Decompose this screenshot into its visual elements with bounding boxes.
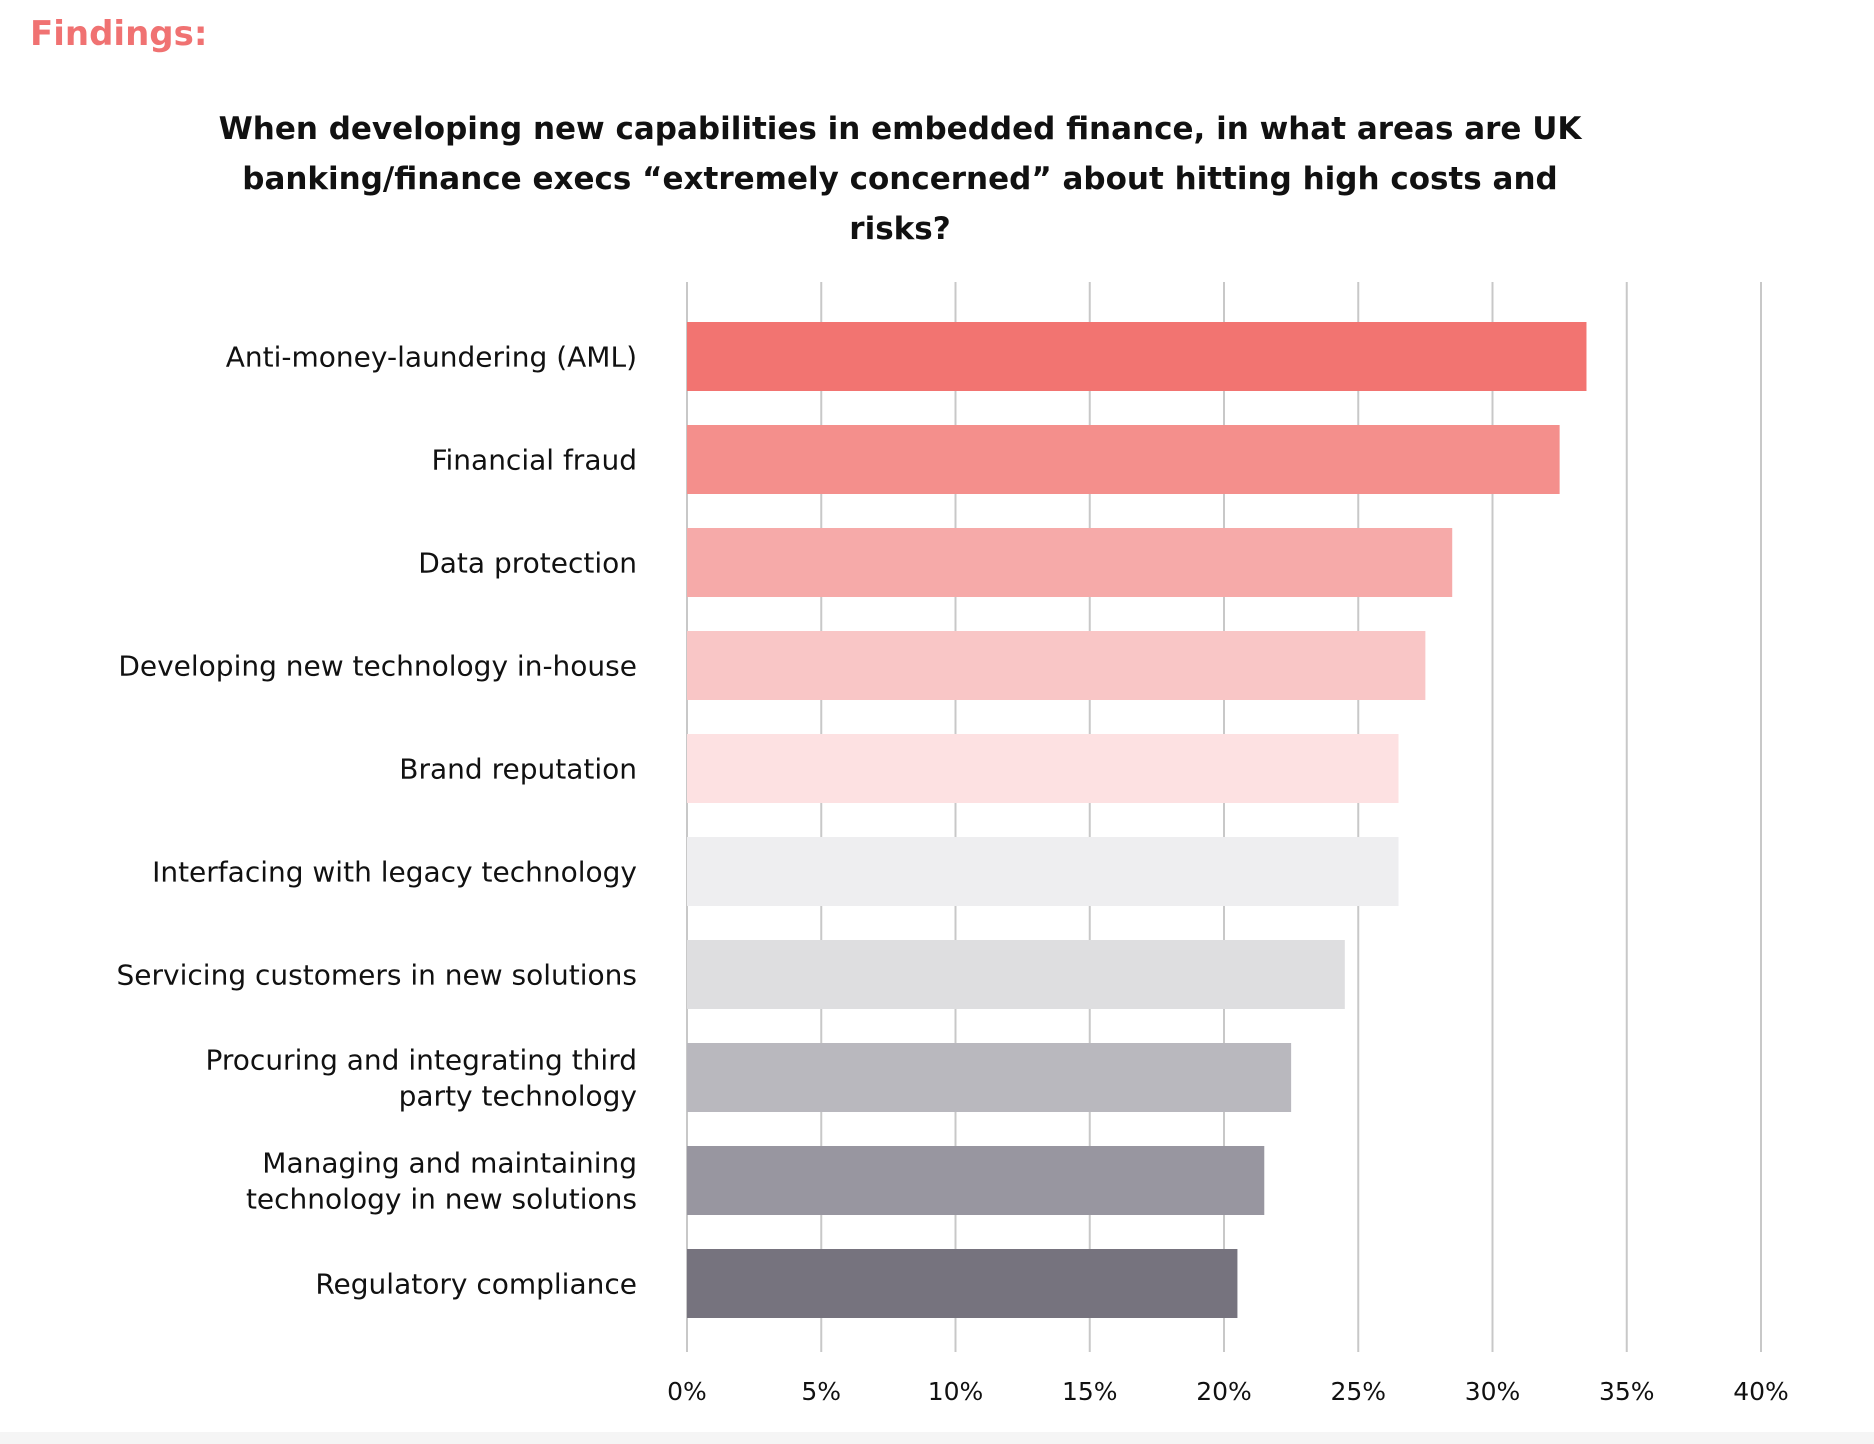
- x-tick-label-0: 0%: [667, 1377, 707, 1406]
- category-label-1: Financial fraud: [431, 444, 637, 477]
- bar-3: [687, 631, 1426, 700]
- category-label-0: Anti-money-laundering (AML): [226, 341, 637, 374]
- x-tick-label-5: 5%: [801, 1377, 841, 1406]
- bar-9: [687, 1249, 1238, 1318]
- bars: [687, 322, 1587, 1318]
- x-tick-label-25: 25%: [1330, 1377, 1386, 1406]
- category-label-6: Servicing customers in new solutions: [117, 959, 637, 992]
- x-tick-label-20: 20%: [1196, 1377, 1252, 1406]
- category-label-2: Data protection: [418, 547, 637, 580]
- chart-title: When developing new capabilities in embe…: [200, 104, 1600, 254]
- chart-title-line-1: When developing new capabilities in embe…: [218, 111, 1582, 147]
- bar-0: [687, 322, 1587, 391]
- category-label-5: Interfacing with legacy technology: [152, 856, 637, 889]
- x-tick-label-40: 40%: [1733, 1377, 1789, 1406]
- bar-4: [687, 734, 1399, 803]
- x-tick-label-35: 35%: [1599, 1377, 1655, 1406]
- x-tick-label-15: 15%: [1062, 1377, 1118, 1406]
- bar-1: [687, 425, 1560, 494]
- chart-title-line-2: banking/finance execs “extremely concern…: [242, 161, 1558, 247]
- bar-2: [687, 528, 1453, 597]
- x-tick-label-10: 10%: [928, 1377, 984, 1406]
- category-label-7: Procuring and integrating third party tec…: [206, 1044, 638, 1113]
- category-label-9: Regulatory compliance: [315, 1268, 637, 1301]
- bar-7: [687, 1043, 1292, 1112]
- bar-5: [687, 837, 1399, 906]
- x-axis-tick-labels: 0% 5% 10% 15% 20% 25% 30% 35% 40%: [667, 1377, 1789, 1406]
- findings-label: Findings:: [30, 14, 208, 54]
- category-label-3: Developing new technology in-house: [118, 650, 637, 683]
- bar-6: [687, 940, 1345, 1009]
- category-label-8: Managing and maintaining technology in ne…: [246, 1147, 637, 1216]
- category-label-4: Brand reputation: [399, 753, 637, 786]
- category-labels: Anti-money-laundering (AML) Financial fra…: [117, 341, 637, 1301]
- page-bottom-strip: [0, 1432, 1874, 1444]
- bar-8: [687, 1146, 1265, 1215]
- x-tick-label-30: 30%: [1465, 1377, 1521, 1406]
